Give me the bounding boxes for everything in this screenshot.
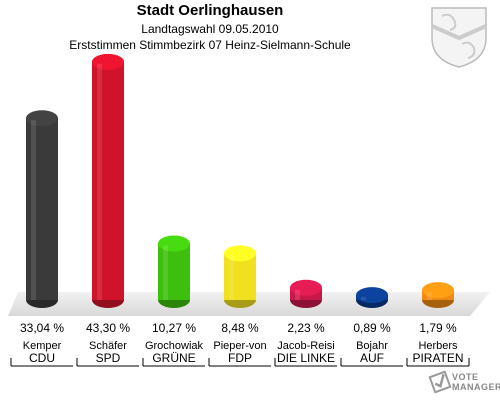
party-label: PIRATEN xyxy=(412,351,463,365)
candidate-label: Bojahr xyxy=(356,340,388,352)
candidate-label: Schäfer xyxy=(89,340,127,352)
party-label: DIE LINKE xyxy=(277,351,335,365)
party-label: CDU xyxy=(29,351,55,365)
candidate-label: Herbers xyxy=(418,340,458,352)
page-subtitle: Landtagswahl 09.05.2010 xyxy=(141,22,279,36)
value-label: 2,23 % xyxy=(287,321,325,335)
party-label: FDP xyxy=(228,351,252,365)
bar-cdu xyxy=(26,110,58,308)
value-label: 8,48 % xyxy=(221,321,259,335)
party-label: AUF xyxy=(360,351,384,365)
party-label: SPD xyxy=(96,351,121,365)
candidate-label: Jacob-Reisi xyxy=(277,340,334,352)
value-label: 1,79 % xyxy=(419,321,457,335)
bar-auf xyxy=(356,287,388,308)
bar-grüne xyxy=(158,235,190,308)
value-label: 43,30 % xyxy=(86,321,130,335)
bar-piraten xyxy=(422,282,454,308)
candidate-label: Pieper-von xyxy=(213,340,266,352)
page-subtitle-district: Erststimmen Stimmbezirk 07 Heinz-Sielman… xyxy=(69,38,351,52)
watermark-line2: MANAGER xyxy=(452,382,500,392)
watermark-line1: VOTE xyxy=(452,372,479,382)
candidate-label: Kemper xyxy=(23,340,62,352)
bar-spd xyxy=(92,53,124,308)
page-title: Stadt Oerlinghausen xyxy=(136,2,284,19)
vote-manager-logo-text: VOTE MANAGER xyxy=(452,372,500,392)
candidate-label: Grochowiak xyxy=(145,340,204,352)
bar-die-linke xyxy=(290,279,322,308)
vote-manager-logo-icon xyxy=(428,370,452,394)
value-label: 33,04 % xyxy=(20,321,64,335)
bar-fdp xyxy=(224,245,256,308)
party-label: GRÜNE xyxy=(152,351,195,365)
value-label: 10,27 % xyxy=(152,321,196,335)
coat-of-arms-icon xyxy=(431,7,487,68)
value-label: 0,89 % xyxy=(353,321,391,335)
